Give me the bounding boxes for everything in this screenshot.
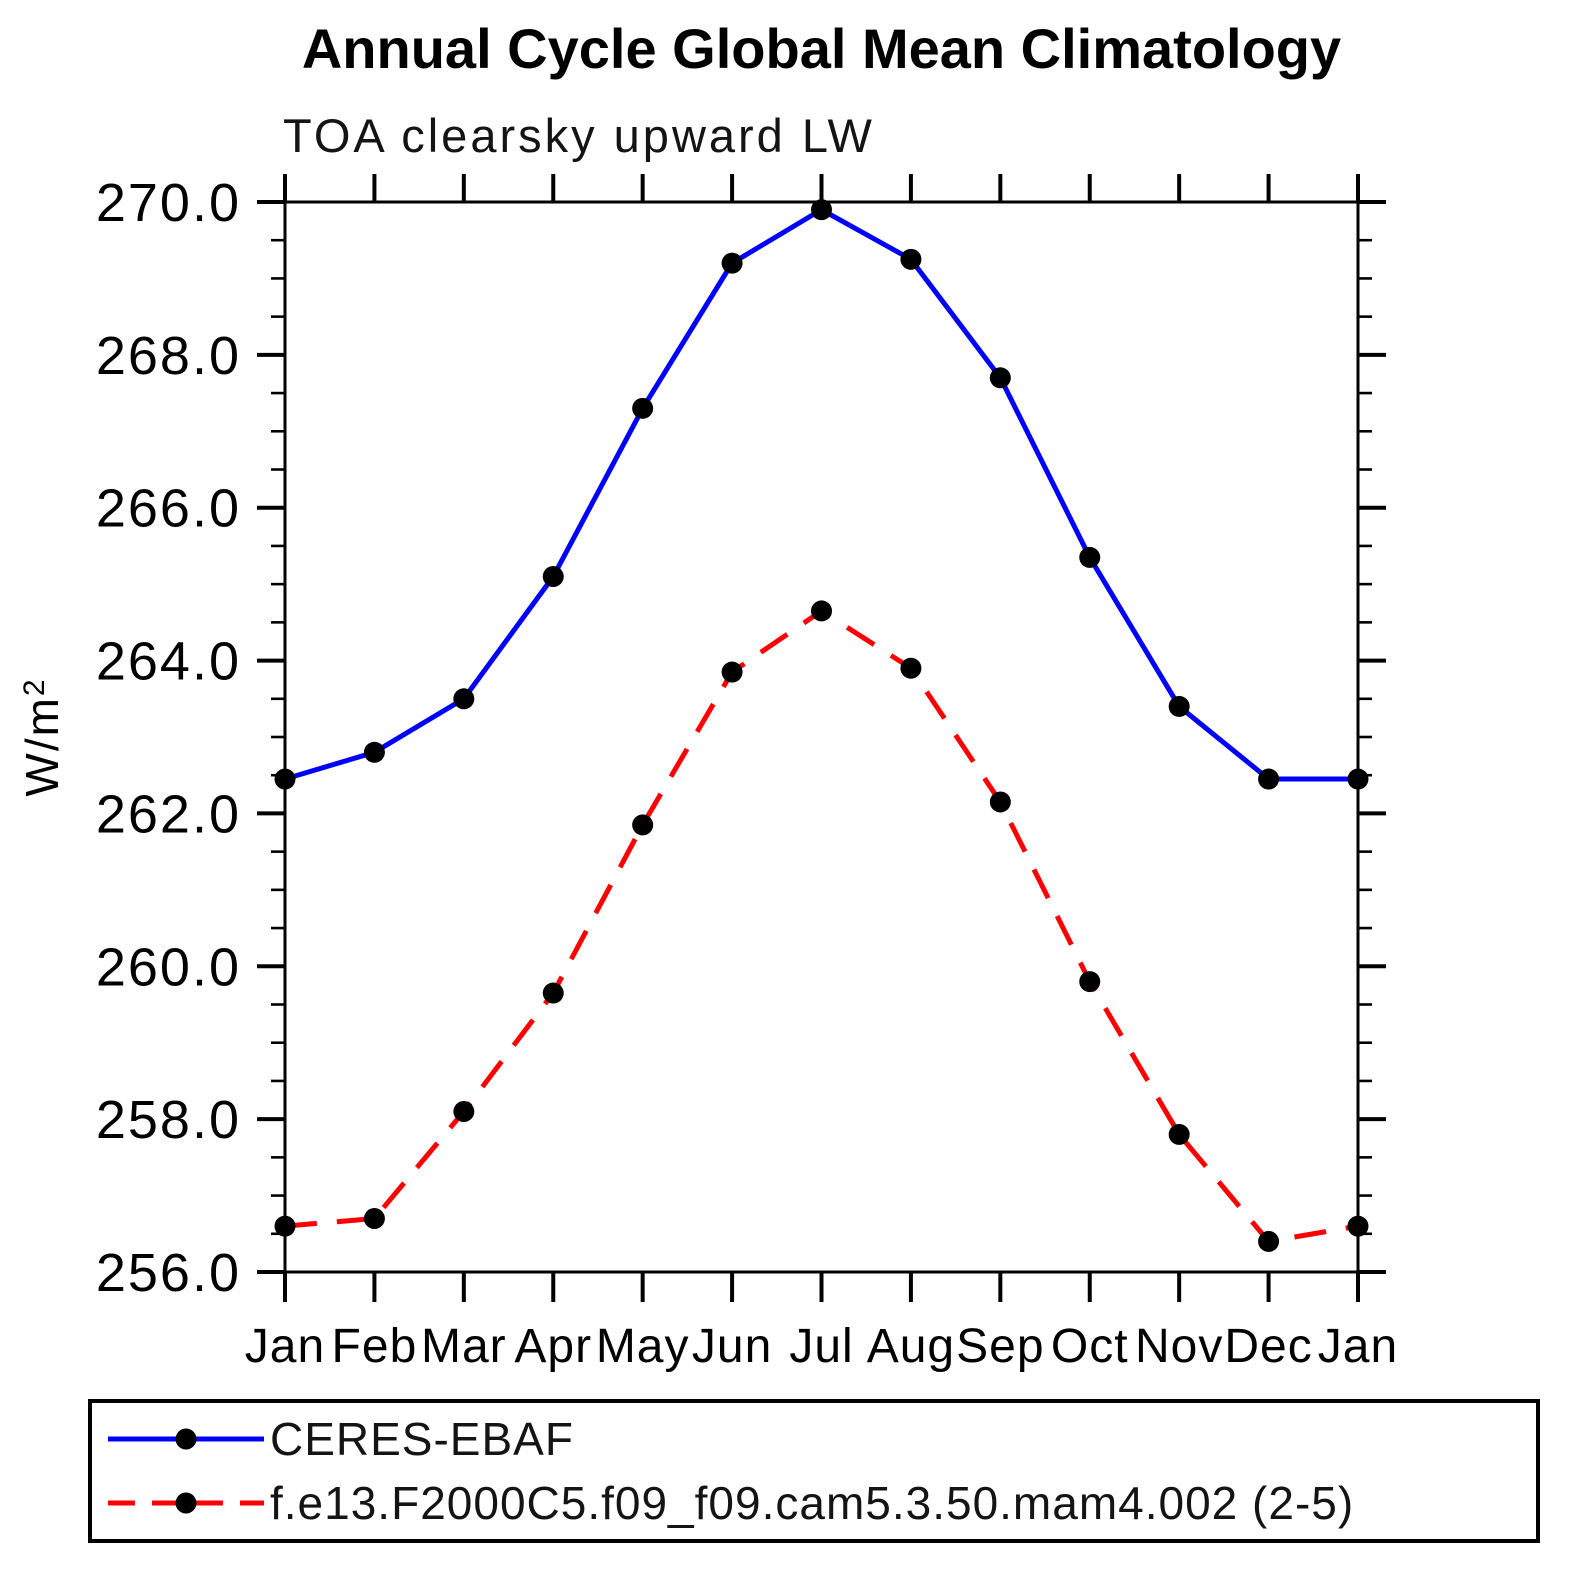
x-tick-label: Mar bbox=[421, 1320, 507, 1373]
data-point-marker-s1 bbox=[1258, 1230, 1280, 1252]
x-tick-label: Aug bbox=[867, 1320, 955, 1373]
data-point-marker-s0 bbox=[989, 367, 1011, 389]
legend-marker-dot bbox=[175, 1428, 197, 1450]
y-tick-label: 266.0 bbox=[96, 479, 241, 539]
x-tick-label: Apr bbox=[514, 1320, 592, 1373]
legend-solid-line-sample bbox=[108, 1428, 264, 1450]
plot-frame bbox=[283, 200, 1360, 1274]
x-tick-label: Feb bbox=[332, 1320, 418, 1373]
data-point-marker-s1 bbox=[274, 1215, 296, 1237]
plot-area: 256.0 258.0 260.0 262.0 264.0 266.0 268.0 270.0… bbox=[16, 173, 1398, 1373]
data-point-marker-s0 bbox=[721, 252, 743, 274]
data-point-marker-s1 bbox=[632, 814, 654, 836]
y-axis-label: W/m2 bbox=[16, 677, 68, 796]
data-point-marker-s0 bbox=[1079, 546, 1101, 568]
chart-title: Annual Cycle Global Mean Climatology bbox=[301, 17, 1342, 80]
x-tick-label: Nov bbox=[1135, 1320, 1223, 1373]
legend-item-ceres-ebaf: CERES-EBAF bbox=[106, 1408, 1522, 1470]
data-point-marker-s0 bbox=[900, 248, 922, 270]
data-point-marker-s1 bbox=[900, 657, 922, 679]
y-tick-label: 258.0 bbox=[96, 1090, 241, 1150]
legend: CERES-EBAF f.e13.F2000C5.f09_f09.cam5.3.… bbox=[88, 1399, 1540, 1543]
data-point-marker-s0 bbox=[1258, 768, 1280, 790]
legend-marker-dot bbox=[175, 1492, 197, 1514]
data-point-marker-s1 bbox=[1168, 1123, 1190, 1145]
legend-label-ceres-ebaf: CERES-EBAF bbox=[270, 1412, 574, 1465]
x-tick-label: May bbox=[596, 1320, 690, 1373]
y-tick-label: 260.0 bbox=[96, 937, 241, 997]
x-tick-label: Jun bbox=[692, 1320, 772, 1373]
data-point-marker-s0 bbox=[1347, 768, 1369, 790]
y-tick-label: 262.0 bbox=[96, 784, 241, 844]
x-tick-label: Jan bbox=[245, 1320, 325, 1373]
x-tick-label: Dec bbox=[1224, 1320, 1312, 1373]
data-point-marker-s1 bbox=[1079, 971, 1101, 993]
data-point-marker-s0 bbox=[453, 688, 475, 710]
data-point-marker-s0 bbox=[632, 397, 654, 419]
data-point-marker-s0 bbox=[542, 566, 564, 587]
data-point-marker-s1 bbox=[811, 600, 832, 622]
y-tick-label: 268.0 bbox=[96, 326, 241, 386]
data-point-marker-s0 bbox=[1168, 695, 1190, 717]
chart-subtitle: TOA clearsky upward LW bbox=[283, 109, 875, 162]
x-tick-label: Jan bbox=[1318, 1320, 1398, 1373]
x-tick-label: Sep bbox=[956, 1320, 1044, 1373]
legend-label-model: f.e13.F2000C5.f09_f09.cam5.3.50.mam4.002… bbox=[270, 1477, 1355, 1530]
data-point-marker-s0 bbox=[811, 199, 832, 221]
data-point-marker-s1 bbox=[363, 1208, 385, 1229]
x-tick-label: Jul bbox=[789, 1320, 853, 1373]
data-point-marker-s1 bbox=[542, 982, 564, 1004]
y-tick-label: 264.0 bbox=[96, 632, 241, 692]
data-point-marker-s0 bbox=[363, 741, 385, 763]
data-point-marker-s1 bbox=[453, 1101, 475, 1122]
series-line-1 bbox=[284, 607, 1359, 1245]
x-tick-label: Oct bbox=[1051, 1320, 1129, 1373]
series-line-0 bbox=[284, 206, 1358, 782]
data-point-marker-s1 bbox=[989, 791, 1011, 813]
data-point-marker-s1 bbox=[721, 661, 743, 683]
legend-dashed-line-sample bbox=[108, 1492, 264, 1514]
y-tick-label: 270.0 bbox=[96, 173, 241, 233]
y-tick-label: 256.0 bbox=[96, 1243, 241, 1303]
legend-item-model: f.e13.F2000C5.f09_f09.cam5.3.50.mam4.002… bbox=[106, 1472, 1522, 1534]
data-point-marker-s1 bbox=[1347, 1215, 1369, 1237]
data-point-marker-s0 bbox=[274, 768, 296, 790]
